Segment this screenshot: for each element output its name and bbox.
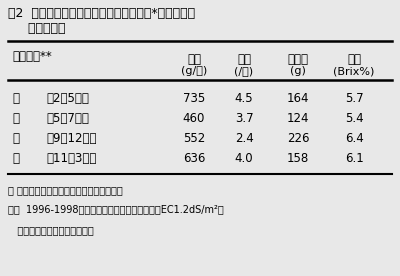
Text: 2.4: 2.4 (235, 132, 253, 145)
Text: ＊＊  1996-1998年にかけて同一の培養液管理（EC1.2dS/m²）: ＊＊ 1996-1998年にかけて同一の培養液管理（EC1.2dS/m²） (8, 204, 224, 214)
Text: 収量: 収量 (187, 53, 201, 66)
Text: 糖度: 糖度 (347, 53, 361, 66)
Text: 636: 636 (183, 152, 205, 165)
Text: 果実生産性: 果実生産性 (8, 22, 66, 35)
Text: １果重: １果重 (288, 53, 308, 66)
Text: 124: 124 (287, 112, 309, 125)
Text: 4.5: 4.5 (235, 92, 253, 105)
Text: 冬: 冬 (12, 152, 19, 165)
Text: (g/株): (g/株) (181, 66, 207, 76)
Text: (g): (g) (290, 66, 306, 76)
Text: 226: 226 (287, 132, 309, 145)
Text: ＊ 第１花房上に２葉残して主枝を摘心した: ＊ 第１花房上に２葉残して主枝を摘心した (8, 185, 123, 195)
Text: 735: 735 (183, 92, 205, 105)
Text: で栽培した（品種：桃太郎）: で栽培した（品種：桃太郎） (8, 225, 94, 235)
Text: 3.7: 3.7 (235, 112, 253, 125)
Text: (/株): (/株) (234, 66, 254, 76)
Text: 栽培時期**: 栽培時期** (12, 50, 52, 63)
Text: 秋: 秋 (12, 132, 19, 145)
Text: 春: 春 (12, 92, 19, 105)
Text: （2〜5月）: （2〜5月） (46, 92, 89, 105)
Text: 果数: 果数 (237, 53, 251, 66)
Text: 5.4: 5.4 (345, 112, 363, 125)
Text: 6.1: 6.1 (345, 152, 363, 165)
Text: 5.7: 5.7 (345, 92, 363, 105)
Text: （5〜7月）: （5〜7月） (46, 112, 89, 125)
Text: （9〜12月）: （9〜12月） (46, 132, 96, 145)
Text: 夏: 夏 (12, 112, 19, 125)
Text: 552: 552 (183, 132, 205, 145)
Text: 158: 158 (287, 152, 309, 165)
Text: 6.4: 6.4 (345, 132, 363, 145)
Text: （11〜3月）: （11〜3月） (46, 152, 96, 165)
Text: 164: 164 (287, 92, 309, 105)
Text: 460: 460 (183, 112, 205, 125)
Text: 4.0: 4.0 (235, 152, 253, 165)
Text: 表2  保水シート耕で生育した一段トマト*の季節別の: 表2 保水シート耕で生育した一段トマト*の季節別の (8, 7, 195, 20)
Text: (Brix%): (Brix%) (333, 66, 375, 76)
